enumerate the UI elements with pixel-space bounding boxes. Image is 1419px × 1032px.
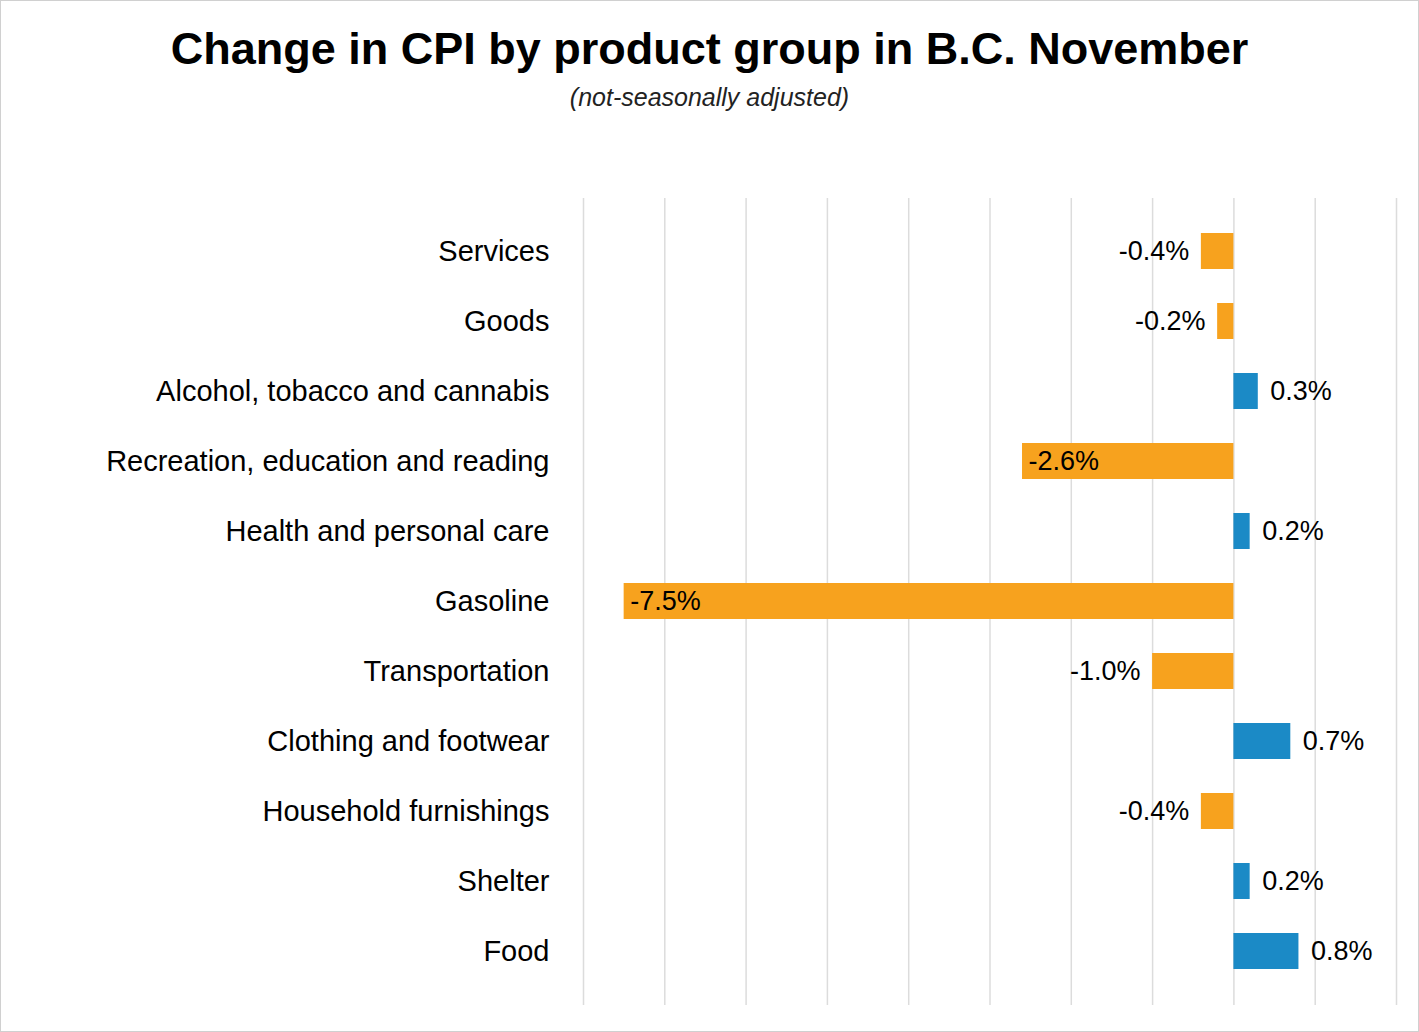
svg-text:-0.4%: -0.4% [1119,796,1190,826]
svg-text:Health and personal care: Health and personal care [225,515,549,547]
html-text:Change in CPI by product group: Change in CPI by product group in B.C. N… [170,23,1249,74]
svg-text:Food: Food [483,935,549,967]
svg-text:Alcohol, tobacco and cannabis: Alcohol, tobacco and cannabis [156,375,549,407]
svg-text:-7.5%: -7.5% [630,586,701,616]
svg-text:Goods: Goods [464,305,549,337]
svg-text:0.7%: 0.7% [1303,726,1365,756]
svg-text:-0.4%: -0.4% [1119,236,1190,266]
svg-text:Transportation: Transportation [364,655,550,687]
svg-text:Gasoline: Gasoline [435,585,549,617]
svg-text:0.3%: 0.3% [1270,376,1332,406]
svg-text:Clothing and footwear: Clothing and footwear [267,725,549,757]
svg-text:-1.0%: -1.0% [1070,656,1141,686]
svg-text:Shelter: Shelter [458,865,550,897]
svg-text:0.2%: 0.2% [1262,866,1324,896]
svg-text:0.2%: 0.2% [1262,516,1324,546]
svg-text:Household furnishings: Household furnishings [263,795,550,827]
svg-text:0.8%: 0.8% [1311,936,1373,966]
svg-text:Recreation, education and read: Recreation, education and reading [106,445,549,477]
svg-text:-2.6%: -2.6% [1029,446,1100,476]
svg-text:Services: Services [438,235,549,267]
svg-text:-0.2%: -0.2% [1135,306,1206,336]
html-text:(not-seasonally adjusted): (not-seasonally adjusted) [569,83,850,111]
